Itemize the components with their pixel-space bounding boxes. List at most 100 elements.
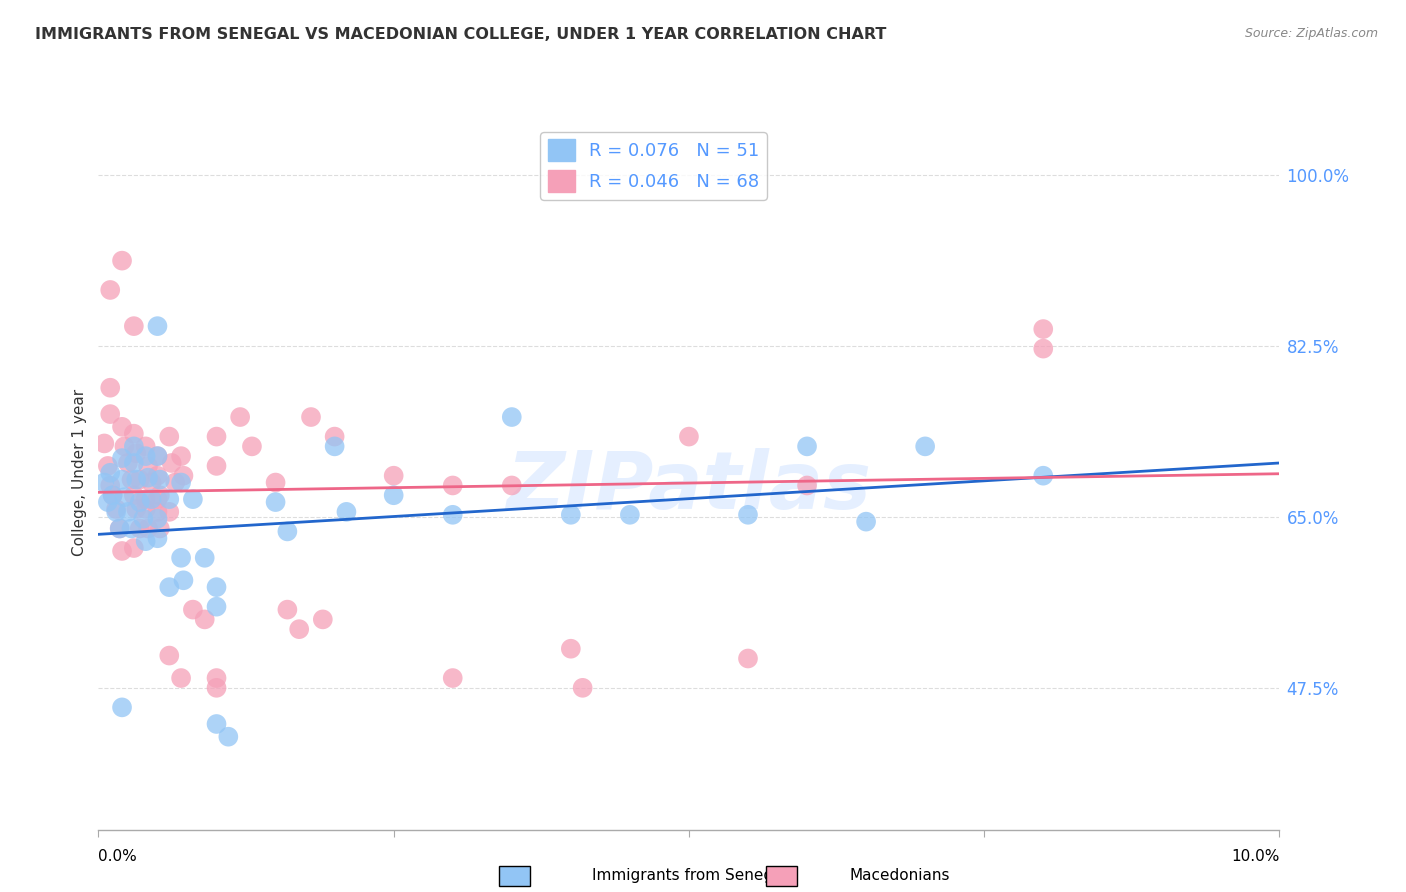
Text: IMMIGRANTS FROM SENEGAL VS MACEDONIAN COLLEGE, UNDER 1 YEAR CORRELATION CHART: IMMIGRANTS FROM SENEGAL VS MACEDONIAN CO… bbox=[35, 27, 887, 42]
Point bbox=[335, 505, 357, 519]
Point bbox=[135, 492, 157, 507]
Point bbox=[125, 502, 148, 516]
Point bbox=[299, 410, 322, 425]
Point bbox=[240, 439, 263, 453]
Point bbox=[146, 449, 169, 463]
Point bbox=[149, 521, 172, 535]
Point bbox=[93, 475, 115, 490]
Point bbox=[136, 470, 159, 484]
Point bbox=[98, 381, 121, 395]
Point bbox=[93, 436, 115, 450]
Text: ZIPatlas: ZIPatlas bbox=[506, 448, 872, 526]
Text: Immigrants from Senegal: Immigrants from Senegal bbox=[592, 869, 786, 883]
Point bbox=[111, 253, 134, 268]
Point bbox=[181, 492, 204, 507]
Point bbox=[571, 681, 593, 695]
Point bbox=[112, 439, 135, 453]
Point bbox=[165, 475, 187, 490]
Point bbox=[737, 508, 759, 522]
Point bbox=[97, 458, 120, 473]
Point bbox=[172, 574, 194, 588]
Point bbox=[108, 521, 131, 535]
Point bbox=[112, 490, 135, 504]
Point bbox=[264, 475, 287, 490]
Point bbox=[149, 488, 172, 502]
Point bbox=[205, 580, 228, 594]
Point bbox=[122, 488, 145, 502]
Point bbox=[205, 599, 228, 614]
Point bbox=[194, 612, 217, 626]
Point bbox=[560, 641, 582, 656]
Point bbox=[101, 488, 124, 502]
Point bbox=[98, 283, 121, 297]
Point bbox=[146, 531, 169, 545]
Point bbox=[117, 456, 139, 470]
Point bbox=[382, 468, 405, 483]
Point bbox=[382, 488, 405, 502]
Point bbox=[128, 495, 150, 509]
Text: 0.0%: 0.0% bbox=[98, 849, 138, 863]
Point bbox=[117, 505, 139, 519]
Point bbox=[146, 492, 169, 507]
Point bbox=[146, 512, 169, 526]
Point bbox=[132, 512, 155, 526]
Point bbox=[194, 550, 217, 565]
Point bbox=[141, 492, 163, 507]
Point bbox=[121, 473, 143, 487]
Point bbox=[323, 439, 346, 453]
Point bbox=[146, 468, 169, 483]
Point bbox=[97, 495, 120, 509]
Point bbox=[111, 700, 134, 714]
Point bbox=[157, 505, 180, 519]
Point bbox=[111, 473, 134, 487]
Point bbox=[141, 475, 163, 490]
Legend: R = 0.076   N = 51, R = 0.046   N = 68: R = 0.076 N = 51, R = 0.046 N = 68 bbox=[540, 132, 766, 200]
Point bbox=[108, 521, 131, 535]
Point bbox=[172, 468, 194, 483]
Point bbox=[276, 524, 298, 539]
Point bbox=[619, 508, 641, 522]
Point bbox=[135, 534, 157, 549]
Point bbox=[501, 478, 523, 492]
Point bbox=[111, 451, 134, 466]
Point bbox=[170, 550, 193, 565]
Point bbox=[122, 319, 145, 334]
Point bbox=[737, 651, 759, 665]
Point bbox=[122, 541, 145, 555]
Point bbox=[98, 478, 121, 492]
Point bbox=[121, 521, 143, 535]
Point bbox=[796, 478, 818, 492]
Point bbox=[205, 671, 228, 685]
Point bbox=[181, 602, 204, 616]
Point bbox=[217, 730, 239, 744]
Point bbox=[1032, 322, 1054, 336]
Point bbox=[135, 439, 157, 453]
Point bbox=[146, 319, 169, 334]
Point bbox=[149, 473, 172, 487]
Point bbox=[205, 681, 228, 695]
Point bbox=[205, 717, 228, 731]
Point bbox=[170, 475, 193, 490]
Point bbox=[560, 508, 582, 522]
Point bbox=[160, 456, 183, 470]
Point bbox=[288, 622, 311, 636]
Point bbox=[157, 429, 180, 443]
Point bbox=[111, 544, 134, 558]
Point bbox=[136, 458, 159, 473]
Point bbox=[98, 407, 121, 421]
Point bbox=[146, 505, 169, 519]
Point bbox=[678, 429, 700, 443]
Point bbox=[441, 671, 464, 685]
Point bbox=[125, 446, 148, 460]
Point bbox=[276, 602, 298, 616]
Y-axis label: College, Under 1 year: College, Under 1 year bbox=[72, 389, 87, 557]
Point bbox=[264, 495, 287, 509]
Point bbox=[323, 429, 346, 443]
Point bbox=[796, 439, 818, 453]
Point bbox=[122, 439, 145, 453]
Point bbox=[914, 439, 936, 453]
Point bbox=[855, 515, 877, 529]
Point bbox=[441, 508, 464, 522]
Point bbox=[135, 502, 157, 516]
Point bbox=[146, 449, 169, 463]
